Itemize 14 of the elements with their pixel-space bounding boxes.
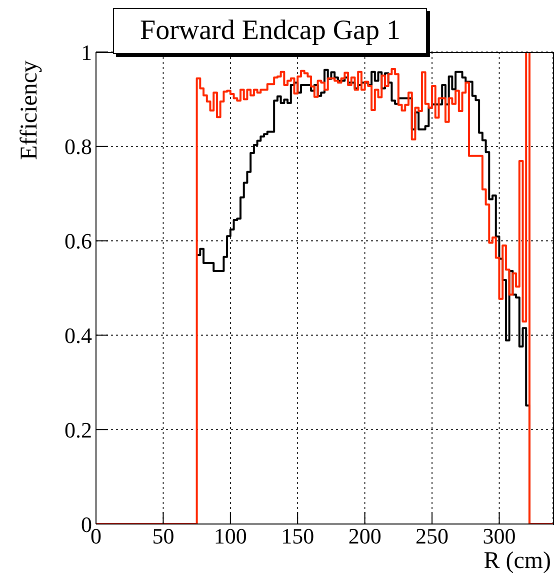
y-tick-label: 1: [81, 40, 92, 65]
x-tick-label: 150: [281, 524, 314, 549]
y-tick-label: 0.6: [64, 228, 92, 254]
y-tick-label: 0.4: [64, 323, 92, 348]
chart-title: Forward Endcap Gap 1: [113, 8, 428, 54]
x-tick-label: 100: [214, 524, 247, 549]
y-axis-title: Efficiency: [16, 60, 44, 162]
y-tick-label: 0.8: [64, 134, 92, 160]
x-axis-title: R (cm): [484, 548, 551, 575]
y-tick-label: 0.2: [64, 417, 92, 442]
x-tick-label: 200: [348, 524, 382, 549]
x-tick-label: 300: [482, 524, 516, 549]
x-tick-label: 250: [416, 524, 449, 549]
x-tick-label: 50: [152, 524, 174, 549]
